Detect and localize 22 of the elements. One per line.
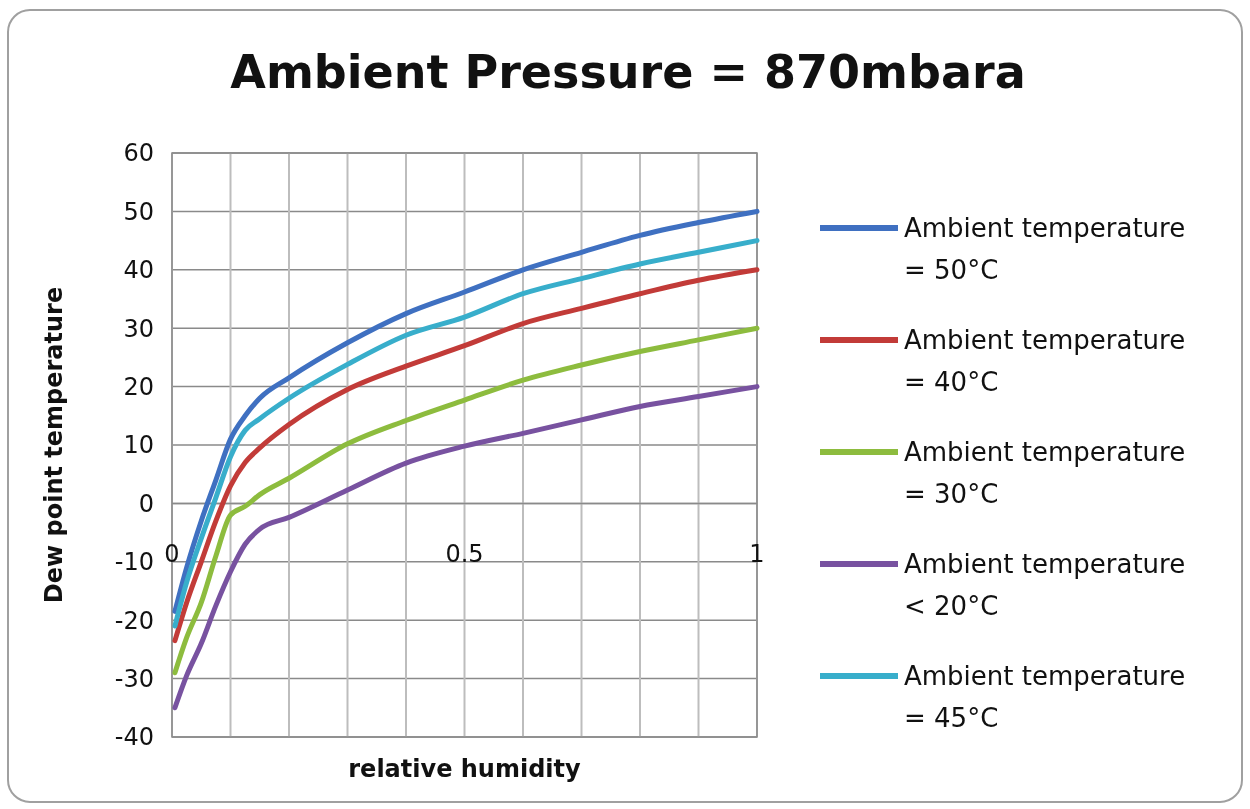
x-tick-label: 0	[164, 539, 180, 568]
x-tick-label: 1	[749, 539, 765, 568]
y-tick-label: -30	[114, 665, 154, 693]
legend-label: Ambient temperature = 45°C	[904, 661, 1186, 734]
chart-title: Ambient Pressure = 870mbara	[230, 45, 1026, 99]
y-tick-label: -10	[114, 548, 154, 577]
y-tick-label: 10	[123, 431, 154, 460]
y-tick-label: -40	[114, 723, 154, 752]
y-tick-label: 30	[123, 314, 154, 343]
y-tick-label: 20	[123, 373, 154, 401]
y-tick-label: 40	[123, 256, 154, 285]
x-axis-title: relative humidity	[348, 755, 582, 783]
legend-label: Ambient temperature = 40°C	[904, 325, 1186, 398]
y-tick-label: 60	[123, 139, 154, 168]
legend-label: Ambient temperature < 20°C	[904, 549, 1186, 622]
x-tick-label: 0.5	[445, 539, 484, 568]
legend-label: Ambient temperature = 50°C	[904, 213, 1186, 286]
y-axis-title: Dew point temperature	[40, 286, 68, 604]
y-tick-label: 50	[123, 197, 154, 226]
y-tick-label: -20	[114, 606, 154, 635]
y-tick-label: 0	[138, 489, 154, 518]
legend-label: Ambient temperature = 30°C	[904, 437, 1186, 510]
